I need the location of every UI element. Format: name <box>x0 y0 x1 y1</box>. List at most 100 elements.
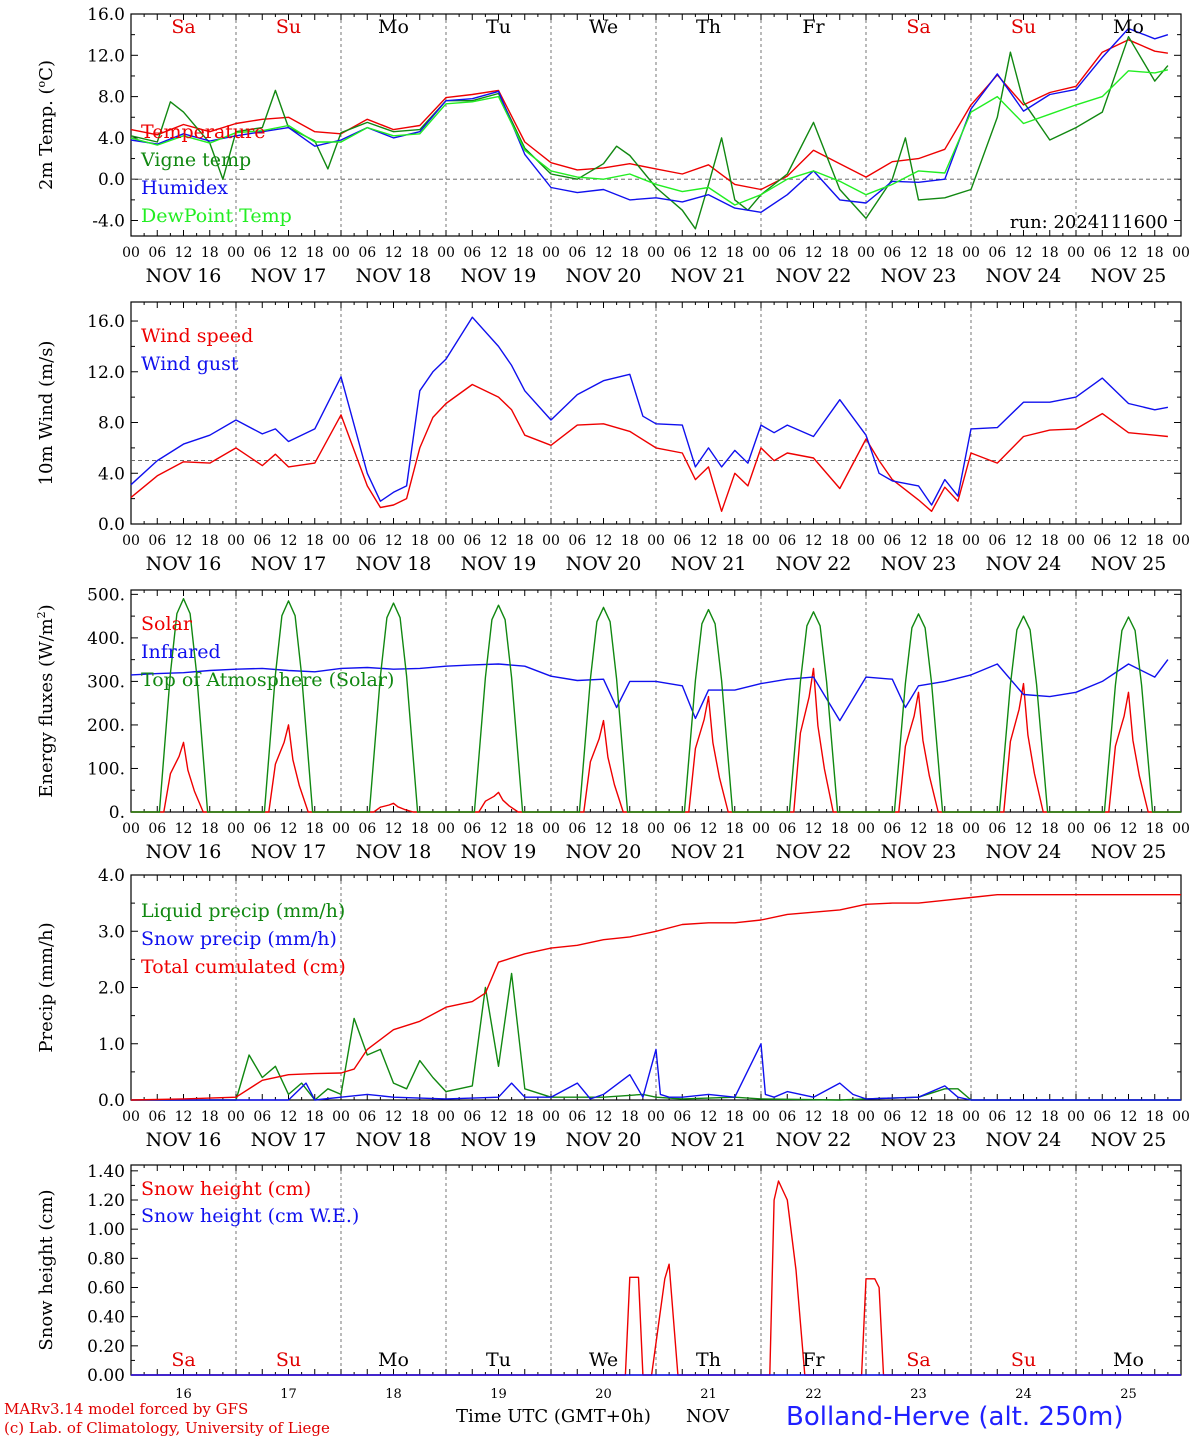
date-label: NOV 24 <box>986 1129 1062 1151</box>
hour-tick-label: 12 <box>175 1109 193 1125</box>
hour-tick-label: 00 <box>542 821 560 837</box>
date-label: NOV 23 <box>881 265 957 287</box>
date-label: NOV 24 <box>986 553 1062 575</box>
hour-tick-label: 06 <box>358 533 376 549</box>
date-label: NOV 22 <box>776 265 852 287</box>
date-label: NOV 18 <box>356 265 432 287</box>
panel-4: 0.0 1.0 2.0 3.0 4.0 Precip (mm/h) Liquid preci… <box>36 866 1190 1151</box>
hour-tick-label: 12 <box>385 245 403 261</box>
hour-tick-label: 18 <box>306 1109 324 1125</box>
y-axis-label: Snow height (cm) <box>36 1189 57 1350</box>
y-tick-label: 0.60 <box>87 1279 125 1299</box>
hour-tick-label: 00 <box>647 1109 665 1125</box>
day-name-label: Sa <box>906 16 930 38</box>
day-name-label: Th <box>696 1349 721 1371</box>
hour-tick-label: 18 <box>516 821 534 837</box>
hour-tick-label: 06 <box>568 533 586 549</box>
hour-tick-label: 00 <box>542 533 560 549</box>
date-label: NOV 17 <box>251 1129 327 1151</box>
date-label: NOV 23 <box>881 841 957 863</box>
date-label: NOV 21 <box>671 553 747 575</box>
series-line-top-of-atmosphere-solar- <box>131 598 1181 813</box>
hour-tick-label: 06 <box>148 245 166 261</box>
hour-tick-label: 00 <box>227 245 245 261</box>
hour-tick-label: 00 <box>437 821 455 837</box>
date-label: NOV 25 <box>1091 1129 1167 1151</box>
hour-tick-label: 18 <box>831 245 849 261</box>
hour-tick-label: 06 <box>988 533 1006 549</box>
hour-tick-label: 00 <box>437 1109 455 1125</box>
hour-tick-label: 06 <box>148 533 166 549</box>
hour-tick-label: 12 <box>805 245 823 261</box>
day-name-label: Mo <box>378 16 409 38</box>
hour-tick-label: 12 <box>700 245 718 261</box>
x-axis-label: Time UTC (GMT+0h) <box>456 1406 651 1427</box>
model-note: MARv3.14 model forced by GFS <box>4 1400 249 1418</box>
hour-tick-label: 12 <box>490 533 508 549</box>
hour-tick-label: 06 <box>253 245 271 261</box>
hour-tick-label: 06 <box>778 1109 796 1125</box>
day-name-label: Tu <box>486 1349 511 1371</box>
y-label-unit: ) <box>36 604 57 611</box>
date-label: NOV 17 <box>251 841 327 863</box>
hour-tick-label: 06 <box>358 821 376 837</box>
hour-tick-label: 06 <box>568 821 586 837</box>
y-tick-label: 16.0 <box>87 312 125 332</box>
legend-entry: Wind gust <box>141 353 239 375</box>
hour-tick-label: 06 <box>673 245 691 261</box>
hour-tick-label: 18 <box>621 245 639 261</box>
day-name-label: Mo <box>1113 16 1144 38</box>
hour-tick-label: 12 <box>385 533 403 549</box>
day-number-label: 23 <box>910 1387 927 1400</box>
hour-tick-label: 12 <box>595 533 613 549</box>
hour-tick-label: 12 <box>175 245 193 261</box>
hour-tick-label: 00 <box>122 1109 140 1125</box>
y-tick-label: 100. <box>87 759 125 779</box>
y-tick-label: 16.0 <box>87 5 125 25</box>
legend-entry: Snow height (cm) <box>141 1178 311 1200</box>
hour-tick-label: 06 <box>463 245 481 261</box>
hour-tick-label: 18 <box>1041 533 1059 549</box>
hour-tick-label: 12 <box>595 245 613 261</box>
hour-tick-label: 12 <box>1015 821 1033 837</box>
hour-tick-label: 18 <box>936 533 954 549</box>
legend-entry: Vigne temp <box>140 149 251 171</box>
hour-tick-label: 06 <box>883 1109 901 1125</box>
day-name-label: We <box>589 16 618 38</box>
y-tick-label: -4.0 <box>92 212 125 232</box>
day-number-label: 19 <box>490 1387 507 1400</box>
hour-tick-label: 00 <box>1172 1109 1190 1125</box>
hour-tick-label: 18 <box>1041 245 1059 261</box>
hour-tick-label: 18 <box>1146 245 1164 261</box>
hour-tick-label: 12 <box>910 1109 928 1125</box>
hour-tick-label: 00 <box>857 245 875 261</box>
legend-entry: Liquid precip (mm/h) <box>141 900 345 922</box>
legend-entry: Solar <box>141 613 193 635</box>
hour-tick-label: 06 <box>253 533 271 549</box>
series-line-humidex <box>130 27 1169 213</box>
y-tick-label: 0.40 <box>87 1308 125 1328</box>
hour-tick-label: 18 <box>621 1109 639 1125</box>
hour-tick-label: 12 <box>385 821 403 837</box>
panel-2: 0.0 4.0 8.0 12.0 16.0 10m Wind (m/s) Wind spee… <box>36 301 1190 575</box>
hour-tick-label: 00 <box>647 245 665 261</box>
hour-tick-label: 12 <box>1120 533 1138 549</box>
y-tick-label: 1.00 <box>87 1220 125 1240</box>
hour-tick-label: 12 <box>280 245 298 261</box>
date-label: NOV 16 <box>146 553 222 575</box>
hour-tick-label: 18 <box>201 1109 219 1125</box>
hour-tick-label: 18 <box>621 533 639 549</box>
hour-tick-label: 06 <box>883 533 901 549</box>
day-number-label: 22 <box>805 1387 822 1400</box>
hour-tick-label: 18 <box>726 821 744 837</box>
date-label: NOV 18 <box>356 841 432 863</box>
y-tick-label: 0.0 <box>98 170 125 190</box>
hour-tick-label: 00 <box>437 245 455 261</box>
day-name-label: Fr <box>802 1349 825 1371</box>
date-label: NOV 19 <box>461 1129 537 1151</box>
hour-tick-label: 12 <box>1015 1109 1033 1125</box>
legend-entry: Total cumulated (cm) <box>141 956 346 978</box>
hour-tick-label: 00 <box>122 245 140 261</box>
hour-tick-label: 06 <box>463 533 481 549</box>
hour-tick-label: 18 <box>936 1109 954 1125</box>
